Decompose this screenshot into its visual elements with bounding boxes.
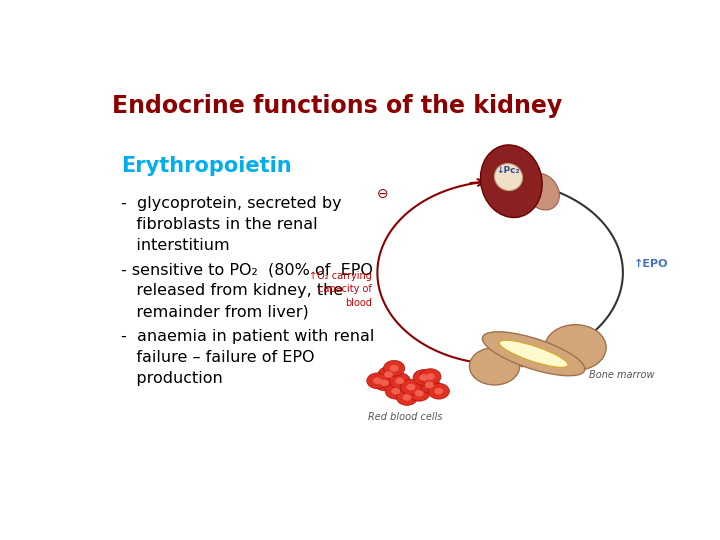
Circle shape	[392, 388, 400, 395]
Circle shape	[426, 373, 435, 380]
Circle shape	[419, 374, 428, 381]
Ellipse shape	[480, 145, 542, 218]
Ellipse shape	[499, 340, 568, 367]
Circle shape	[389, 373, 410, 389]
Circle shape	[420, 369, 441, 384]
Circle shape	[400, 379, 421, 395]
Ellipse shape	[525, 173, 559, 210]
Text: ⊖: ⊖	[377, 187, 389, 201]
Circle shape	[409, 386, 430, 401]
Circle shape	[390, 365, 399, 372]
Circle shape	[395, 377, 404, 384]
Circle shape	[373, 377, 382, 384]
Circle shape	[378, 367, 399, 382]
Text: - sensitive to PO₂  (80% of  EPO
   released from kidney, the
   remainder from : - sensitive to PO₂ (80% of EPO released …	[121, 262, 372, 319]
Circle shape	[384, 371, 393, 378]
Circle shape	[396, 389, 418, 406]
Circle shape	[374, 375, 395, 391]
Text: ↓Pc₂: ↓Pc₂	[497, 166, 521, 176]
Circle shape	[469, 348, 520, 385]
Text: Red blood cells: Red blood cells	[368, 412, 443, 422]
Text: -  anaemia in patient with renal
   failure – failure of EPO
   production: - anaemia in patient with renal failure …	[121, 329, 374, 386]
Circle shape	[385, 383, 406, 399]
Circle shape	[366, 373, 388, 389]
Circle shape	[434, 388, 444, 395]
Circle shape	[415, 390, 423, 396]
Text: Endocrine functions of the kidney: Endocrine functions of the kidney	[112, 94, 562, 118]
Circle shape	[545, 325, 606, 370]
Circle shape	[418, 377, 440, 393]
Circle shape	[425, 382, 433, 388]
Text: ↑O₂ carrying
capacity of
blood: ↑O₂ carrying capacity of blood	[309, 271, 372, 308]
Circle shape	[402, 394, 411, 401]
Text: Bone marrow: Bone marrow	[590, 370, 655, 380]
Circle shape	[413, 369, 434, 386]
Text: Erythropoietin: Erythropoietin	[121, 156, 292, 176]
Circle shape	[428, 383, 449, 399]
Text: ↑EPO: ↑EPO	[634, 259, 669, 269]
Ellipse shape	[482, 332, 585, 376]
Circle shape	[380, 380, 389, 386]
Ellipse shape	[495, 164, 523, 191]
Text: -  glycoprotein, secreted by
   fibroblasts in the renal
   interstitium: - glycoprotein, secreted by fibroblasts …	[121, 196, 341, 253]
Circle shape	[406, 384, 415, 390]
Circle shape	[384, 360, 405, 376]
